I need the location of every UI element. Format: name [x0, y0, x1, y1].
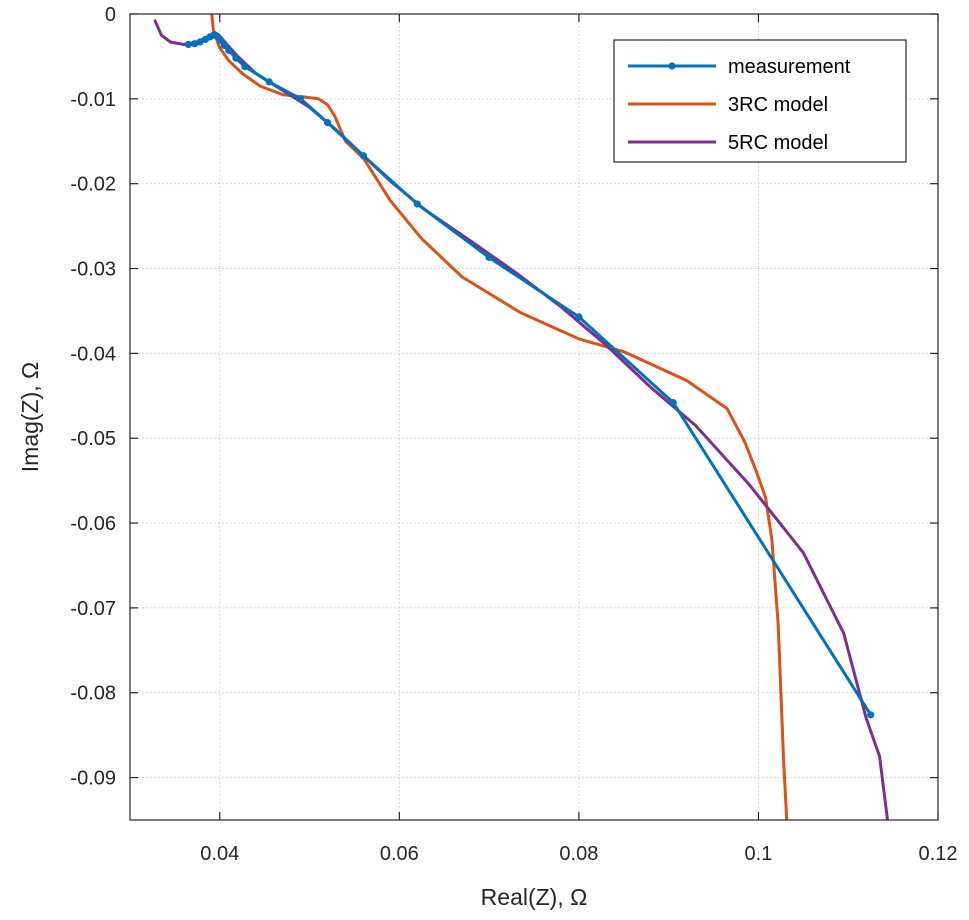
y-tick-label: -0.01 — [70, 89, 116, 111]
series-line-3rc-model — [210, 14, 789, 820]
data-point — [225, 46, 233, 55]
y-axis-title: Imag(Z), Ω — [17, 362, 43, 472]
y-tick-label: -0.04 — [70, 343, 116, 365]
data-point — [359, 152, 367, 160]
data-point — [191, 40, 199, 48]
legend: measurement 3RC model 5RC model — [613, 39, 907, 163]
y-tick-label: -0.06 — [70, 513, 116, 535]
data-point — [217, 36, 225, 44]
x-tick-label: 0.04 — [200, 843, 239, 865]
x-tick-label: 0.12 — [919, 843, 958, 865]
y-tick-label: -0.02 — [70, 174, 116, 196]
y-tick-label: -0.09 — [70, 768, 116, 790]
data-point — [265, 78, 273, 86]
x-tick-label: 0.1 — [745, 843, 773, 865]
data-point — [669, 399, 677, 407]
data-point — [575, 313, 583, 321]
legend-label-5rc-model: 5RC model — [728, 132, 828, 154]
x-axis-title: Real(Z), Ω — [481, 884, 588, 910]
axis-ticks — [130, 13, 939, 820]
series-layer — [153, 14, 890, 820]
y-tick-label: -0.05 — [70, 428, 116, 450]
x-tick-labels: 0.04 0.06 0.08 0.1 0.12 — [200, 843, 957, 865]
data-point — [485, 253, 493, 262]
data-point — [413, 200, 421, 208]
y-tick-label: -0.03 — [70, 259, 116, 281]
x-tick-label: 0.06 — [380, 843, 419, 865]
y-tick-labels: 0 -0.01 -0.02 -0.03 -0.04 -0.05 -0.06 -0.07 -0.0… — [70, 4, 116, 790]
legend-label-measurement: measurement — [728, 56, 851, 78]
legend-label-3rc-model: 3RC model — [728, 94, 828, 116]
data-point — [220, 41, 228, 50]
data-point — [196, 38, 204, 46]
plot-frame — [129, 13, 939, 821]
legend-marker — [668, 62, 676, 70]
data-point — [184, 40, 192, 49]
data-point — [297, 95, 305, 103]
y-tick-label: 0 — [105, 4, 116, 26]
y-tick-label: -0.08 — [70, 683, 116, 705]
data-point — [323, 119, 332, 127]
data-point — [867, 711, 875, 719]
data-point — [232, 54, 240, 62]
y-tick-label: -0.07 — [70, 598, 116, 620]
data-point — [241, 63, 249, 71]
x-tick-label: 0.08 — [559, 843, 598, 865]
